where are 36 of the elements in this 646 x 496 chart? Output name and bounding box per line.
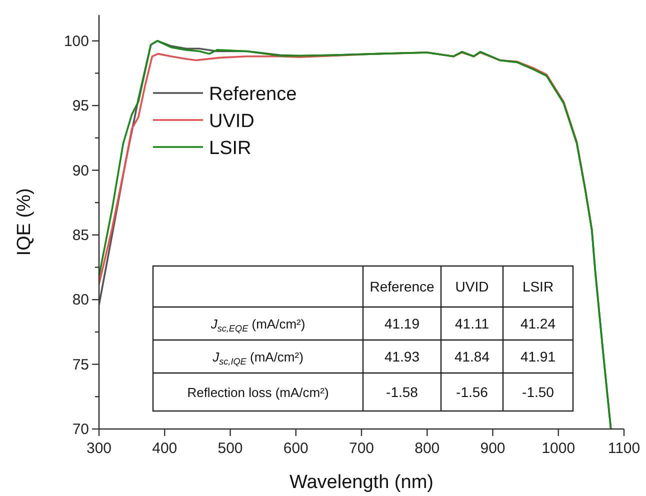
annotation: 41.93 [384,348,420,364]
x-tick-label: 500 [218,440,243,457]
annotation: Reflection loss (mA/cm²) [187,385,329,400]
annotation: 41.11 [455,316,490,332]
annotation: LSIR [522,278,554,294]
annotation: J$_{sc,IQE}$ (mA/cm²) [212,350,304,367]
annotation: Reference [370,278,435,294]
legend-label: UVID [209,111,254,132]
annotation: 41.19 [384,316,420,332]
annotation: -1.56 [456,384,488,400]
annotation: UVID [455,278,489,294]
annotation: 41.24 [520,316,556,332]
x-tick-label: 900 [480,440,506,457]
x-tick-label: 700 [348,440,374,457]
annotation: 41.84 [454,348,490,364]
annotation: J$_{sc,EQE}$ (mA/cm²) [210,316,306,334]
annotation: 41.91 [520,348,556,364]
y-tick-label: 70 [72,421,89,438]
y-tick-label: 85 [72,226,89,244]
legend-label: Reference [209,84,297,105]
y-tick-label: 100 [64,32,89,50]
x-tick-label: 800 [414,440,440,457]
annotation: -1.58 [386,384,418,400]
x-tick-label: 400 [152,440,178,457]
x-axis-title: Wavelength (nm) [290,472,434,493]
y-axis-title: IQE (%) [14,188,35,256]
x-tick-label: 1100 [608,440,640,457]
annotation: -1.50 [522,384,554,400]
y-tick-label: 75 [72,356,89,374]
x-tick-label: 300 [86,440,112,457]
y-tick-label: 90 [72,162,89,180]
x-tick-label: 1000 [542,440,576,457]
x-tick-label: 600 [283,440,308,457]
legend-label: LSIR [209,138,252,159]
y-tick-label: 80 [72,292,89,309]
y-tick-label: 95 [72,98,89,115]
